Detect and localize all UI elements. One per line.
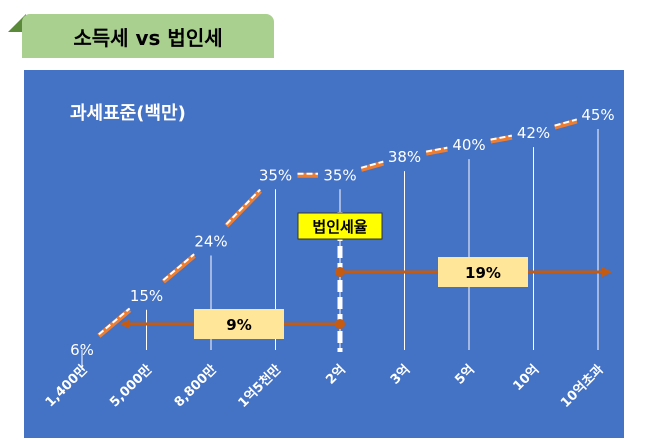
rate-line-highlight-2 — [225, 188, 261, 225]
rate-line-segment-1 — [161, 253, 196, 284]
page-title-tab: 소득세 vs 법인세 — [22, 14, 274, 58]
chart-title: 과세표준(백만) — [70, 103, 186, 124]
x-tick-label-0: 1,400만 — [42, 361, 91, 410]
x-tick-label-4: 2억 — [323, 362, 348, 387]
tab-corner-decoration — [8, 14, 26, 32]
value-label-8: 45% — [581, 106, 614, 124]
value-label-2: 24% — [194, 233, 227, 251]
value-label-5: 38% — [388, 148, 421, 166]
x-tick-label-5: 3억 — [388, 362, 413, 387]
corp-tax-tag-label: 법인세율 — [312, 218, 367, 236]
rate-line-highlight-4 — [360, 160, 384, 169]
rate-line-segment-4 — [360, 160, 384, 172]
x-tick-label-8: 10억초과 — [558, 362, 607, 411]
rate-line-highlight-5 — [425, 146, 448, 153]
high-rate-arrow-dot — [335, 267, 345, 277]
low-rate-arrow-dot — [335, 319, 345, 329]
value-label-4: 35% — [323, 166, 356, 184]
value-label-7: 42% — [517, 124, 550, 142]
low-rate-label: 9% — [226, 316, 251, 334]
rate-line-segment-0 — [97, 308, 132, 338]
high-rate-box — [438, 257, 528, 287]
rate-line-highlight-6 — [490, 134, 513, 141]
rate-line-segment-7 — [554, 118, 578, 130]
rate-line-segment-6 — [490, 134, 513, 144]
x-tick-label-2: 8,800만 — [171, 361, 220, 410]
rate-line-segment-5 — [425, 146, 448, 156]
value-label-3: 35% — [259, 166, 292, 184]
rate-line-highlight-0 — [98, 307, 131, 336]
value-label-0: 6% — [70, 341, 94, 359]
rate-line-highlight-1 — [162, 253, 195, 281]
corp-tax-tag-box — [297, 212, 383, 240]
x-tick-label-7: 10억 — [510, 362, 542, 394]
rate-line-segment-2 — [224, 189, 262, 228]
x-tick-label-1: 5,000만 — [106, 361, 155, 410]
high-rate-label: 19% — [465, 264, 501, 282]
rate-line-highlight-7 — [554, 118, 578, 127]
value-label-1: 15% — [130, 287, 163, 305]
chart-panel — [24, 70, 624, 438]
value-label-6: 40% — [452, 136, 485, 154]
page-title: 소득세 vs 법인세 — [73, 25, 223, 50]
x-tick-label-6: 5억 — [452, 362, 477, 387]
low-rate-box — [194, 309, 284, 339]
x-tick-label-3: 1억5천만 — [235, 361, 285, 411]
